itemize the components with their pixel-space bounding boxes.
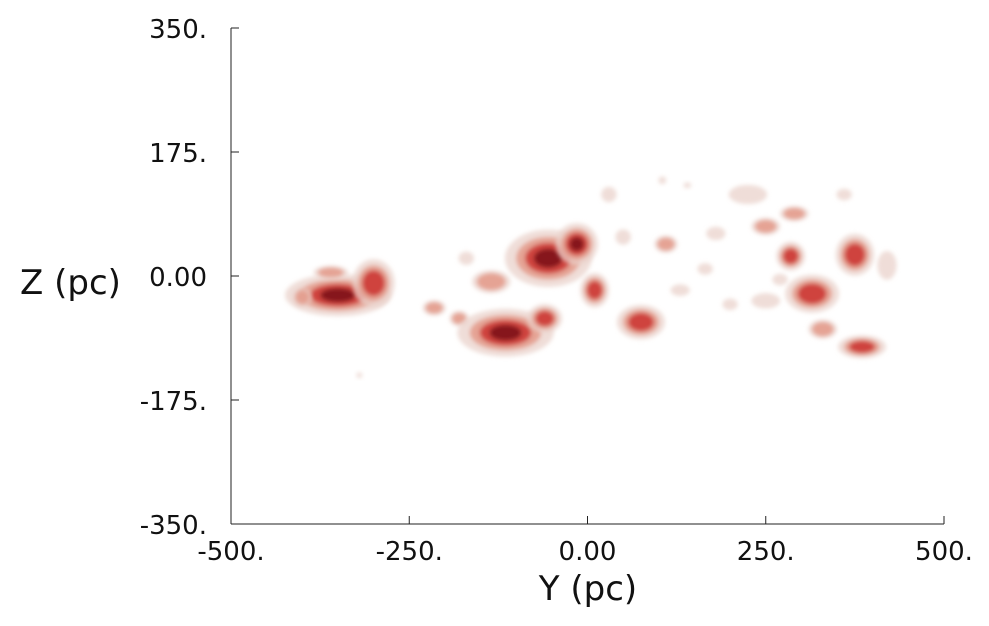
density-contour [356, 372, 363, 379]
density-contour [452, 312, 467, 325]
density-cloud [722, 298, 738, 311]
density-cloud [776, 241, 806, 271]
y-axis-title: Z (pc) [20, 263, 121, 303]
density-contour [849, 340, 875, 353]
x-axis-ticks: -500. -250. 0.00 250. 500. [197, 516, 973, 567]
density-cloud [751, 293, 781, 309]
density-cloud [580, 272, 610, 308]
density-cloud [670, 284, 690, 296]
x-tick-label: 0.00 [559, 537, 617, 567]
density-contour [657, 237, 675, 251]
density-cloud [751, 217, 781, 236]
density-contour [295, 290, 310, 305]
density-cloud [615, 229, 631, 245]
y-tick-label: 175. [149, 139, 207, 169]
density-cloud [601, 186, 617, 203]
density-cloud [697, 263, 713, 275]
density-contour [670, 284, 690, 296]
x-axis-title: Y (pc) [538, 569, 637, 609]
density-contour [569, 237, 584, 252]
density-contour [728, 184, 768, 205]
density-contour [601, 186, 617, 203]
density-cloud [352, 259, 395, 308]
x-tick-label: 250. [737, 537, 795, 567]
density-contour [533, 248, 563, 268]
density-contour [458, 251, 474, 265]
density-contour [812, 322, 834, 337]
y-tick-label: 350. [149, 15, 207, 45]
density-contour [797, 283, 827, 304]
density-contour [425, 302, 443, 314]
density-contour [317, 267, 344, 278]
density-contour [844, 243, 866, 266]
density-cloud [555, 223, 598, 266]
density-cloud [835, 233, 875, 276]
density-clouds [285, 176, 897, 379]
density-contour [535, 310, 554, 327]
density-contour [586, 280, 603, 300]
density-contour [697, 263, 713, 275]
density-contour [836, 188, 852, 201]
density-cloud [877, 251, 897, 280]
density-cloud [654, 235, 678, 253]
density-cloud [785, 274, 840, 313]
density-contour [628, 312, 654, 332]
x-tick-label: -250. [376, 537, 443, 567]
density-cloud [837, 335, 887, 359]
density-contour [320, 288, 356, 303]
density-cloud [458, 251, 474, 265]
density-contour [783, 207, 805, 220]
density-cloud [457, 308, 554, 357]
density-contour [877, 251, 897, 280]
x-tick-label: -500. [197, 537, 264, 567]
density-contour [489, 324, 522, 341]
density-cloud [706, 226, 726, 241]
density-contour [751, 293, 781, 309]
x-tick-label: 500. [915, 537, 973, 567]
density-contour [476, 273, 506, 291]
density-cloud [728, 184, 768, 205]
y-tick-label: -350. [140, 511, 207, 541]
density-contour [772, 273, 788, 286]
density-cloud [772, 273, 788, 286]
density-contour [706, 226, 726, 241]
density-cloud [422, 300, 446, 316]
density-contour [783, 248, 799, 264]
y-tick-label: 0.00 [149, 263, 207, 293]
density-contour [683, 182, 692, 189]
density-contour [362, 270, 385, 296]
density-cloud [527, 304, 563, 333]
density-cloud [313, 265, 349, 280]
density-contour [755, 220, 777, 233]
density-contour [658, 176, 667, 185]
density-contour [615, 229, 631, 245]
density-cloud [779, 205, 809, 222]
density-contour [722, 298, 738, 311]
density-cloud [292, 287, 312, 307]
density-cloud [356, 372, 363, 379]
density-cloud [808, 319, 838, 339]
density-cloud [836, 188, 852, 201]
density-cloud [658, 176, 667, 185]
density-cloud [683, 182, 692, 189]
y-tick-label: -175. [140, 387, 207, 417]
density-cloud [471, 270, 511, 294]
density-cloud [616, 304, 666, 340]
y-axis-ticks: 350. 175. 0.00 -175. -350. [140, 15, 239, 541]
